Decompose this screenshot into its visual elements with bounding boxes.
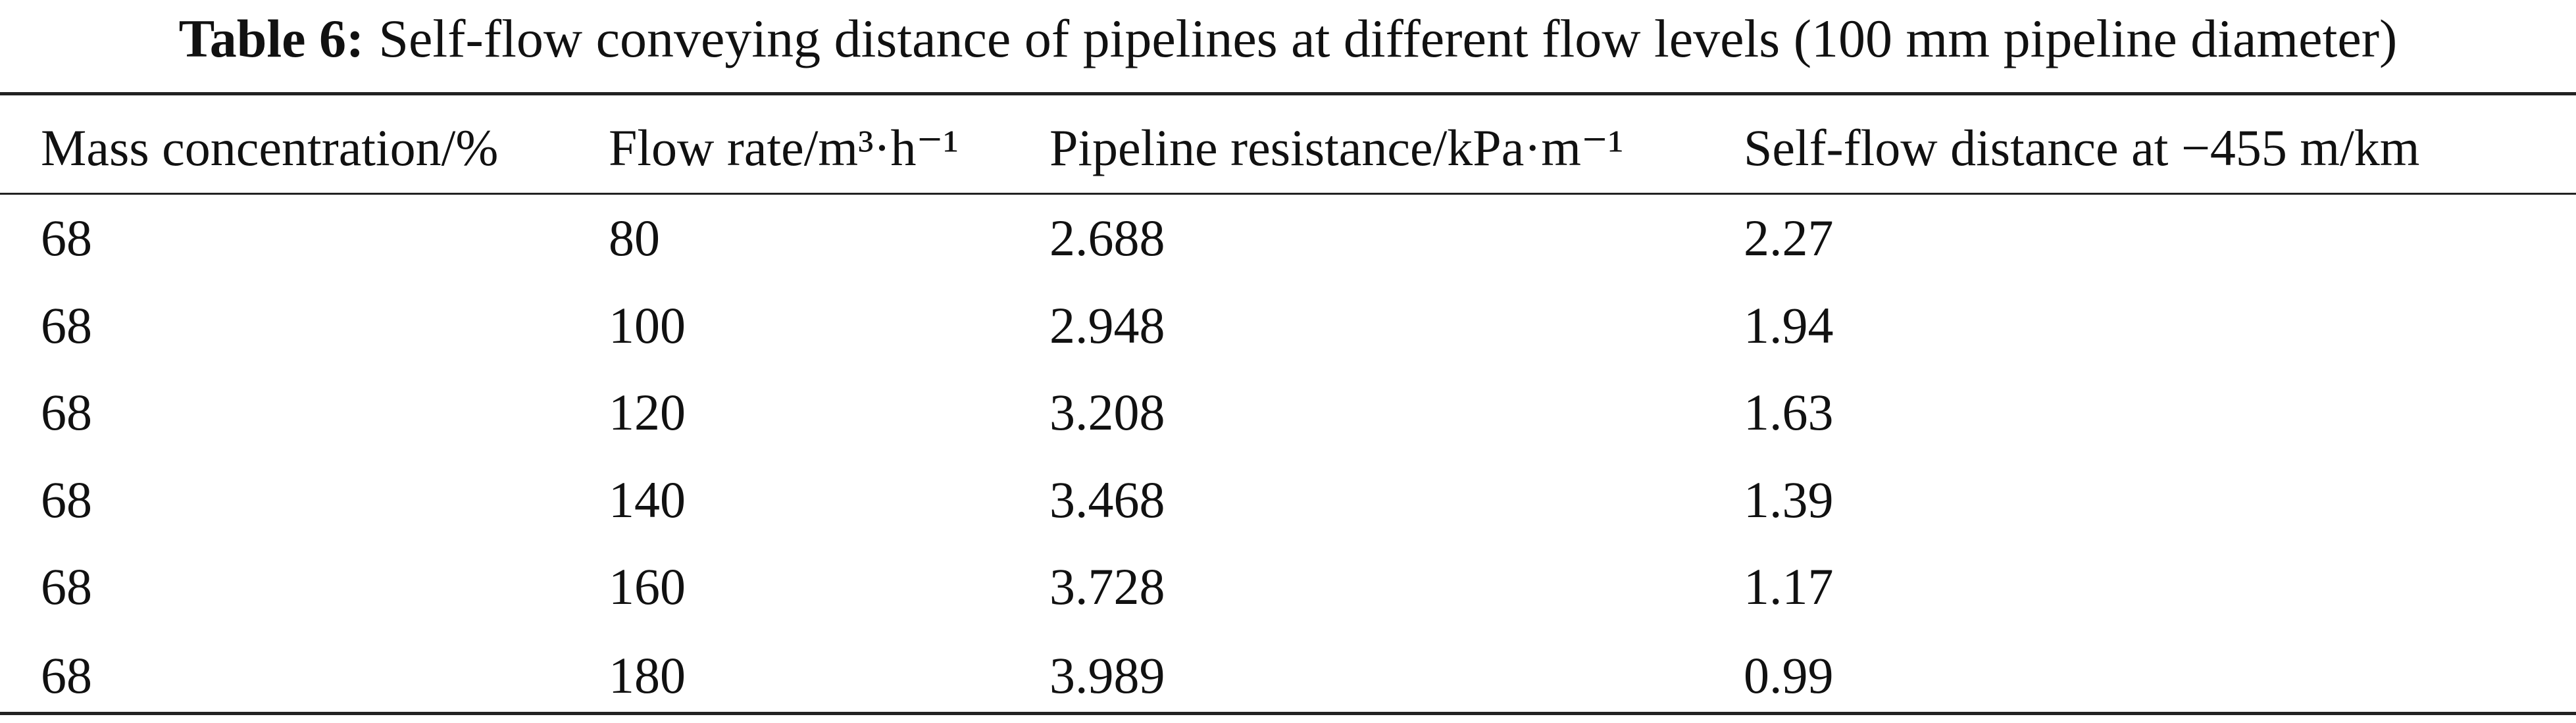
header-cell: Self-flow distance at −455 m/km <box>1744 119 2420 176</box>
table-cell: 68 <box>41 647 92 704</box>
table-cell: 160 <box>609 558 686 615</box>
top-rule <box>0 92 2576 95</box>
table-cell: 1.94 <box>1744 297 1834 354</box>
header-rule <box>0 193 2576 195</box>
header-cell: Mass concentration/% <box>41 119 499 176</box>
table-cell: 3.728 <box>1049 558 1165 615</box>
table-cell: 68 <box>41 471 92 528</box>
table-cell: 80 <box>609 209 660 266</box>
table-cell: 68 <box>41 384 92 441</box>
caption-label: Table 6: <box>178 9 365 68</box>
table-cell: 3.208 <box>1049 384 1165 441</box>
bottom-rule <box>0 712 2576 715</box>
header-cell: Flow rate/m³·h⁻¹ <box>609 119 959 176</box>
table-cell: 3.989 <box>1049 647 1165 704</box>
table-cell: 68 <box>41 209 92 266</box>
table-cell: 140 <box>609 471 686 528</box>
table-cell: 2.27 <box>1744 209 1834 266</box>
table-cell: 120 <box>609 384 686 441</box>
table-cell: 100 <box>609 297 686 354</box>
table-cell: 1.17 <box>1744 558 1834 615</box>
table-cell: 3.468 <box>1049 471 1165 528</box>
table-cell: 180 <box>609 647 686 704</box>
table-cell: 68 <box>41 558 92 615</box>
table-caption: Table 6: Self-flow conveying distance of … <box>0 8 2576 70</box>
table-cell: 2.688 <box>1049 209 1165 266</box>
table-cell: 2.948 <box>1049 297 1165 354</box>
caption-text: Self-flow conveying distance of pipeline… <box>378 9 2398 68</box>
table-cell: 1.63 <box>1744 384 1834 441</box>
table-cell: 1.39 <box>1744 471 1834 528</box>
header-cell: Pipeline resistance/kPa·m⁻¹ <box>1049 119 1624 176</box>
table-cell: 0.99 <box>1744 647 1834 704</box>
table-cell: 68 <box>41 297 92 354</box>
